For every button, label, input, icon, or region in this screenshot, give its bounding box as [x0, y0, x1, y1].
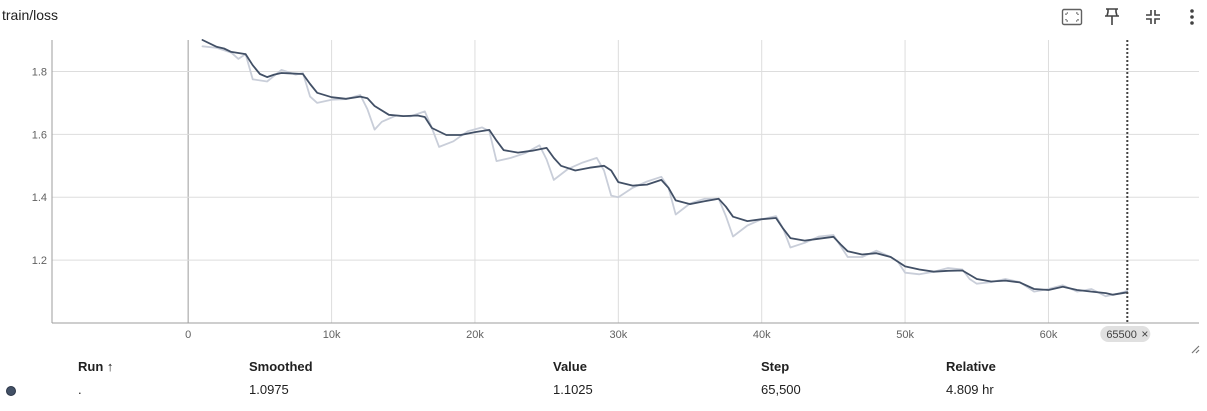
column-header-step[interactable]: Step [761, 359, 790, 374]
x-tick-label: 50k [896, 329, 914, 341]
y-tick-label: 1.8 [32, 66, 47, 78]
column-header-run[interactable]: Run ↑ [78, 359, 113, 374]
run-color-swatch [6, 386, 16, 396]
more-options-button[interactable] [1180, 5, 1204, 29]
pin-icon [1105, 8, 1119, 25]
close-icon[interactable]: × [1141, 327, 1148, 341]
column-header-smoothed[interactable]: Smoothed [249, 359, 313, 374]
x-tick-label: 0 [185, 329, 191, 341]
x-tick-label: 10k [323, 329, 341, 341]
smoothed-value: 1.0975 [249, 382, 289, 397]
axis-layer: 0 10k 20k 30k 40k 50k 60k 1.2 1.4 1.6 1.8 [32, 40, 1199, 341]
series-layer [201, 39, 1129, 298]
column-header-value[interactable]: Value [553, 359, 587, 374]
raw-value: 1.1025 [553, 382, 593, 397]
pin-button[interactable] [1100, 5, 1124, 29]
step-cursor-chip[interactable] [1100, 326, 1151, 342]
column-header-relative[interactable]: Relative [946, 359, 996, 374]
x-tick-label: 20k [466, 329, 484, 341]
x-tick-label: 40k [753, 329, 771, 341]
raw-loss-line [201, 45, 1129, 298]
grid-layer [52, 40, 1199, 323]
card-title: train/loss [2, 7, 59, 23]
y-tick-label: 1.6 [32, 129, 47, 141]
y-tick-label: 1.4 [32, 192, 47, 204]
x-tick-label: 30k [609, 329, 627, 341]
x-tick-label: 60k [1040, 329, 1058, 341]
fit-domain-button[interactable] [1060, 5, 1084, 29]
collapse-button[interactable] [1141, 5, 1165, 29]
step-value: 65,500 [761, 382, 801, 397]
run-header-label: Run [78, 359, 104, 374]
collapse-icon [1146, 10, 1160, 24]
more-vert-icon [1190, 9, 1194, 25]
card-toolbar [1056, 5, 1204, 29]
smoothed-loss-line [201, 39, 1129, 296]
sort-ascending-icon: ↑ [106, 359, 114, 374]
y-tick-label: 1.2 [32, 255, 47, 267]
step-cursor[interactable]: 65500 × [1100, 40, 1151, 342]
relative-time-value: 4.809 hr [946, 382, 994, 397]
fit-domain-icon [1061, 8, 1083, 26]
run-name: . [78, 382, 82, 397]
resize-handle-icon[interactable] [1188, 342, 1200, 354]
step-cursor-label: 65500 [1106, 329, 1137, 341]
